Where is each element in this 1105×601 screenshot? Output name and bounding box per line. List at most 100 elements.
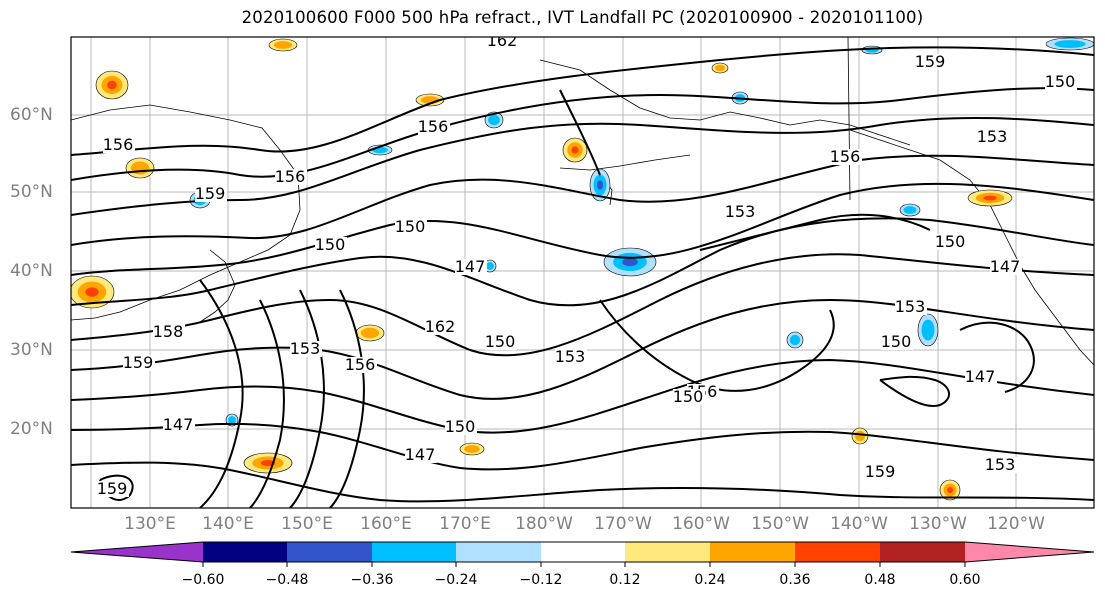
- contour-line: [699, 213, 931, 251]
- contour-label-bg: [395, 219, 427, 235]
- contour-label: 150: [485, 332, 516, 351]
- colorbar-extension-high: [965, 542, 1094, 562]
- contour-line: [71, 87, 1094, 181]
- contour-line: [71, 116, 1094, 216]
- contour-label-bg: [315, 237, 347, 253]
- contour-line: [289, 289, 325, 508]
- contour-label-bg: [153, 324, 185, 340]
- colorbar-tick-label: 0.36: [779, 572, 811, 588]
- longitude-label: 130°E: [124, 514, 176, 534]
- coastline: [847, 37, 851, 201]
- coastline: [849, 129, 1094, 366]
- shading-blob: [228, 416, 236, 424]
- contour-label-bg: [405, 447, 437, 463]
- contour-line: [71, 46, 1094, 156]
- contour-line: [599, 299, 835, 392]
- contour-label: 147: [405, 445, 436, 464]
- shading-blob: [107, 80, 117, 90]
- contour-label: 153: [985, 455, 1016, 474]
- refractivity-contours: [71, 46, 1094, 508]
- colorbar-tick-label: −0.60: [181, 572, 225, 588]
- shading-blob: [921, 319, 935, 341]
- shading-blob: [854, 430, 866, 442]
- map-frame-bg: [71, 37, 1094, 508]
- contour-label-bg: [123, 355, 155, 371]
- contour-label-bg: [990, 259, 1022, 275]
- contour-label: 158: [153, 322, 184, 341]
- contour-label: 156: [345, 355, 376, 374]
- longitude-label: 120°W: [987, 514, 1045, 534]
- contour-label-bg: [555, 349, 587, 365]
- contour-label: 150: [395, 217, 426, 236]
- longitude-label: 160°W: [672, 514, 730, 534]
- shading-blob: [1054, 40, 1086, 48]
- contour-label: 159: [195, 184, 226, 203]
- coastline: [199, 249, 236, 323]
- shading-blob: [85, 287, 99, 297]
- longitude-label: 140°W: [830, 514, 888, 534]
- contour-line: [329, 289, 365, 508]
- contour-line: [71, 461, 1094, 503]
- contour-label-bg: [865, 464, 897, 480]
- colorbar-segment: [203, 542, 287, 562]
- latitude-label: 30°N: [10, 340, 53, 360]
- contour-label-bg: [345, 357, 377, 373]
- contour-line: [71, 217, 1094, 307]
- contour-label: 153: [290, 339, 321, 358]
- contour-line: [559, 89, 601, 176]
- contour-labels: 162 159 156 153 150 147 162 159 156 156 153 150 147 1…: [97, 31, 1077, 498]
- contour-line: [199, 279, 244, 508]
- contour-label-bg: [163, 417, 195, 433]
- shading-blob: [273, 41, 293, 49]
- contour-line: [959, 321, 1035, 393]
- colorbar-tick-label: 0.24: [694, 572, 726, 588]
- contour-label-bg: [275, 169, 307, 185]
- contour-label: 153: [555, 347, 586, 366]
- colorbar-segment: [372, 542, 456, 562]
- colorbar-tick-label: −0.36: [350, 572, 394, 588]
- shading-blob: [488, 114, 500, 126]
- colorbar-extension-low: [71, 542, 203, 562]
- contour-label-bg: [445, 419, 477, 435]
- coastline: [71, 104, 301, 321]
- contour-label-bg: [487, 37, 519, 49]
- contour-label-bg: [425, 319, 457, 335]
- coastline: [539, 59, 911, 146]
- colorbar-tick-label: 0.48: [864, 572, 896, 588]
- contour-line: [71, 154, 1094, 246]
- contour-label: 150: [445, 417, 476, 436]
- shading-blob: [464, 445, 480, 453]
- contour-label: 147: [965, 367, 996, 386]
- longitude-label: 180°W: [515, 514, 573, 534]
- contour-line: [71, 358, 1094, 434]
- contour-label: 156: [103, 135, 134, 154]
- contour-label: 159: [123, 353, 154, 372]
- contour-label: 156: [275, 167, 306, 186]
- contour-label: 159: [97, 479, 128, 498]
- shading-blob: [571, 146, 579, 154]
- contour-label: 159: [915, 52, 946, 71]
- contour-label-bg: [103, 137, 135, 153]
- contour-label: 162: [487, 31, 518, 50]
- colorbar-tick-label: −0.12: [519, 572, 563, 588]
- colorbar-segment: [795, 542, 880, 562]
- longitude-label: 140°E: [202, 514, 254, 534]
- shading-blob: [789, 334, 801, 346]
- longitude-label: 160°E: [360, 514, 412, 534]
- shading-blob: [714, 64, 726, 72]
- longitude-label: 150°E: [281, 514, 333, 534]
- contour-label-bg: [881, 334, 913, 350]
- contour-label-bg: [1045, 74, 1077, 90]
- contour-line: [249, 299, 285, 508]
- shading-blob: [597, 180, 603, 190]
- contour-line: [71, 422, 1094, 471]
- contour-label-bg: [935, 234, 967, 250]
- contour-label-bg: [485, 334, 517, 350]
- contour-label: 147: [163, 415, 194, 434]
- latitude-label: 60°N: [10, 105, 53, 125]
- colorbar-segment: [710, 542, 795, 562]
- contour-label: 153: [977, 127, 1008, 146]
- colorbar-segment: [880, 542, 965, 562]
- contour-label: 162: [425, 317, 456, 336]
- contour-line: [71, 253, 1094, 357]
